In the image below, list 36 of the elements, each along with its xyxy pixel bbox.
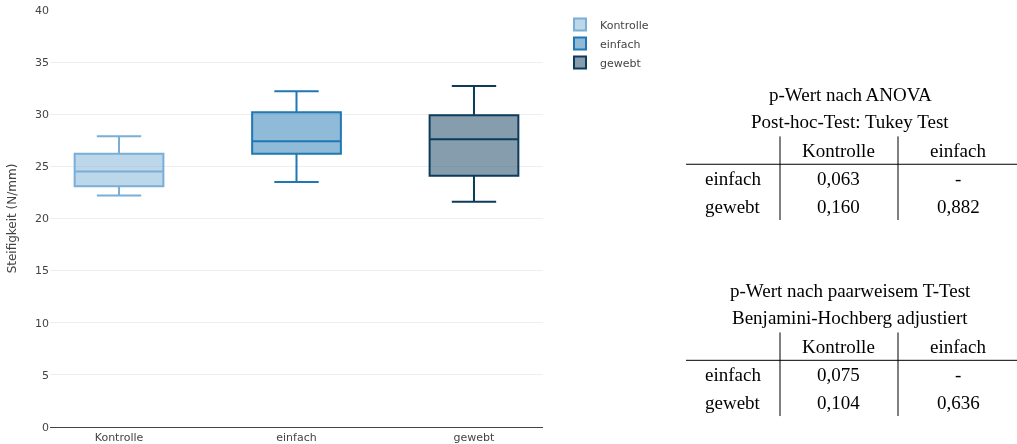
- y-tick-label: 20: [35, 212, 49, 226]
- y-tick-label: 40: [35, 3, 49, 17]
- y-tick-label: 30: [35, 108, 49, 122]
- text: 0,636: [937, 392, 980, 413]
- y-tick-label: 35: [35, 55, 49, 69]
- y-tick-label: 25: [35, 160, 49, 174]
- text: Benjamini-Hochberg adjustiert: [732, 307, 969, 328]
- y-tick-label: 10: [35, 316, 49, 330]
- y-tick-label: 0: [42, 420, 49, 434]
- text: 0,063: [817, 168, 860, 189]
- category-label: gewebt: [705, 392, 760, 413]
- text: 0,882: [937, 196, 980, 217]
- text: p-Wert nach paarweisem T-Test: [730, 280, 972, 301]
- legend-label: einfach: [600, 37, 641, 51]
- y-axis-title: Steifigkeit (N/mm): [5, 163, 20, 274]
- text: p-Wert nach ANOVA: [769, 84, 933, 105]
- y-tick-label: 15: [35, 264, 49, 278]
- x-tick-label: einfach: [276, 431, 317, 444]
- x-tick-label: Kontrolle: [94, 431, 144, 444]
- text: 0,160: [817, 196, 860, 217]
- legend-label: Kontrolle: [600, 18, 649, 32]
- category-label: einfach: [705, 168, 762, 189]
- text: Post-hoc-Test: Tukey Test: [751, 111, 950, 132]
- category-label: Kontrolle: [802, 140, 875, 161]
- text: -: [955, 364, 962, 385]
- category-label: einfach: [930, 140, 987, 161]
- text: 0,104: [817, 392, 860, 413]
- category-label: gewebt: [705, 196, 760, 217]
- category-label: Kontrolle: [802, 336, 875, 357]
- text: -: [955, 168, 962, 189]
- category-label: einfach: [930, 336, 986, 357]
- text: 0,075: [817, 364, 860, 385]
- legend-label: gewebt: [600, 56, 642, 70]
- category-label: einfach: [705, 364, 761, 385]
- x-tick-label: gewebt: [453, 431, 496, 444]
- y-tick-label: 5: [42, 368, 49, 382]
